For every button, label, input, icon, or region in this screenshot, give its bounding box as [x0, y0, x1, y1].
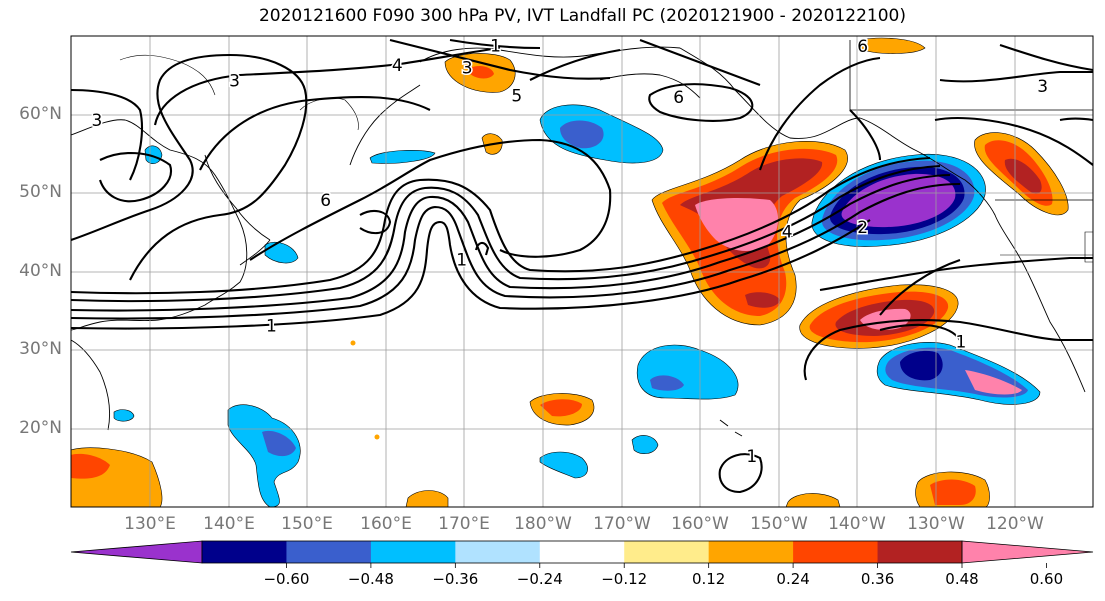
- colorbar-label: 0.48: [945, 570, 979, 588]
- positive-anomaly-south-china-sea-core: [71, 453, 110, 479]
- contour-label: 3: [229, 72, 240, 92]
- contour-label: 6: [673, 88, 684, 108]
- contour-label: 1: [490, 36, 501, 56]
- lon-label-130w: 130°W: [907, 514, 965, 534]
- negative-anomaly-subtropics-east: [876, 342, 1041, 405]
- positive-anomaly-okhotsk-core: [470, 66, 494, 79]
- negative-anomaly-bering: [539, 104, 664, 164]
- contour-label: 4: [782, 222, 793, 242]
- positive-anomaly-subtropics: [799, 284, 959, 349]
- contour-label: 6: [320, 191, 331, 211]
- lon-label-180w: 180°W: [514, 514, 572, 534]
- colorbar-ticks: [286, 563, 1047, 568]
- positive-anomaly-alaska: [859, 37, 926, 54]
- lat-label-50n: 50°N: [19, 182, 62, 202]
- contour-label: 6: [857, 37, 868, 57]
- lon-label-150e: 150°E: [281, 514, 333, 534]
- contour-label: 1: [956, 332, 967, 352]
- negative-anomaly-china-coast: [144, 145, 163, 164]
- lon-label-150w: 150°W: [750, 514, 808, 534]
- positive-anomaly-dot: [350, 340, 356, 346]
- contour-label: 1: [746, 447, 757, 467]
- colorbar-box: [877, 541, 963, 563]
- colorbar-box: [793, 541, 879, 563]
- lon-label-140w: 140°W: [828, 514, 886, 534]
- map-frame: [70, 35, 1094, 508]
- lon-label-130e: 130°E: [124, 514, 176, 534]
- lon-label-160w: 160°W: [671, 514, 729, 534]
- contour-label: 4: [392, 56, 403, 76]
- colorbar-box: [455, 541, 541, 563]
- colorbar-label: 0.60: [1029, 570, 1064, 588]
- colorbar-box: [286, 541, 372, 563]
- colorbar-label: −0.48: [347, 570, 394, 588]
- colorbar-box: [370, 541, 456, 563]
- contour-label: 3: [462, 58, 473, 78]
- lat-label-30n: 30°N: [19, 339, 62, 359]
- positive-anomaly-south-3-core: [930, 479, 976, 505]
- negative-anomaly-philippine-sea: [113, 409, 135, 422]
- colorbar-box: [202, 541, 287, 563]
- colorbar-label: 0.24: [776, 570, 810, 588]
- pv-contours: [71, 38, 1093, 494]
- lon-label-120w: 120°W: [986, 514, 1044, 534]
- positive-anomaly-south: [405, 490, 449, 507]
- lat-label-60n: 60°N: [19, 104, 62, 124]
- lon-label-170e: 170°E: [438, 514, 490, 534]
- colorbar-outline: [201, 540, 963, 564]
- contour-label: 1: [456, 251, 467, 271]
- lat-label-40n: 40°N: [19, 261, 62, 281]
- negative-anomaly-south-central-2: [631, 435, 659, 454]
- colorbar: [70, 540, 1094, 568]
- colorbar-label: −0.36: [432, 570, 479, 588]
- colorbar-label: −0.12: [601, 570, 648, 588]
- lon-label-170w: 170°W: [593, 514, 651, 534]
- colorbar-box: [539, 541, 625, 563]
- colorbar-label: −0.60: [263, 570, 310, 588]
- colorbar-boxes: [70, 540, 1094, 564]
- lon-label-160e: 160°E: [360, 514, 412, 534]
- contour-label: 5: [511, 87, 522, 107]
- negative-anomaly-marianas-core: [262, 430, 296, 457]
- colorbar-box: [708, 541, 794, 563]
- colorbar-extend-max: [961, 540, 1094, 564]
- colorbar-label: 0.36: [860, 570, 895, 588]
- colorbar-box: [624, 541, 710, 563]
- contour-label: 3: [1037, 77, 1048, 97]
- positive-anomaly-south-2: [785, 493, 841, 507]
- positive-anomaly-south-central-core: [540, 399, 582, 417]
- negative-anomaly-japan: [264, 241, 299, 264]
- positive-anomaly-dot-2: [374, 434, 380, 440]
- contour-label: 2: [857, 218, 868, 238]
- map-title: 2020121600 F090 300 hPa PV, IVT Landfall…: [258, 6, 906, 26]
- positive-anomaly-pacific-northwest: [974, 132, 1069, 216]
- negative-anomaly-marianas: [227, 404, 301, 507]
- colorbar-label: 0.12: [691, 570, 726, 588]
- contour-label: 1: [266, 317, 277, 337]
- contour-label: 3: [92, 111, 103, 131]
- negative-anomaly-hawaii-core: [650, 375, 684, 391]
- lon-label-140e: 140°E: [203, 514, 255, 534]
- lat-label-20n: 20°N: [19, 418, 62, 438]
- colorbar-extend-min: [70, 540, 203, 564]
- colorbar-label: −0.24: [516, 570, 563, 588]
- negative-anomaly-south-central: [539, 451, 588, 479]
